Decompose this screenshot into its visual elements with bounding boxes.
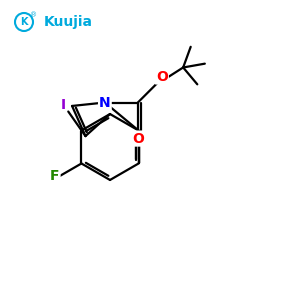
Text: O: O bbox=[156, 70, 168, 83]
Text: Kuujia: Kuujia bbox=[44, 15, 93, 29]
Text: N: N bbox=[99, 95, 111, 110]
Text: F: F bbox=[50, 169, 59, 183]
Text: ®: ® bbox=[30, 12, 38, 18]
Text: K: K bbox=[20, 17, 28, 27]
Text: O: O bbox=[132, 132, 144, 145]
Text: I: I bbox=[61, 98, 66, 112]
